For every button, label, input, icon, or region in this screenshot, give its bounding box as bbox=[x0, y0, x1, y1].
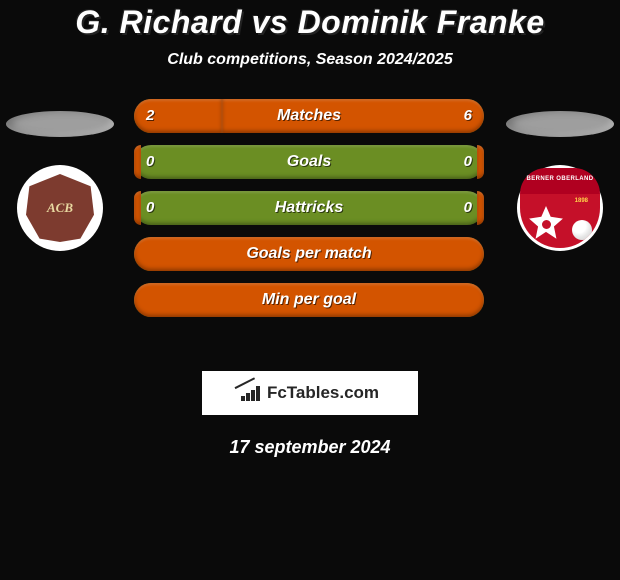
right-player-icon bbox=[506, 111, 614, 137]
stat-rows: 2 6 Matches 0 0 Goals 0 0 Hattricks Goals per mat… bbox=[134, 99, 484, 329]
row-value-left: 0 bbox=[146, 191, 154, 225]
right-column: BERNER OBERLAND 1898 bbox=[500, 99, 620, 319]
stat-row-hattricks: 0 0 Hattricks bbox=[134, 191, 484, 225]
right-badge-circle: BERNER OBERLAND 1898 bbox=[517, 165, 603, 251]
row-label: Matches bbox=[277, 107, 341, 125]
right-badge-toptext: BERNER OBERLAND bbox=[520, 168, 600, 194]
row-value-right: 6 bbox=[464, 99, 472, 133]
left-badge-circle: ACB bbox=[17, 165, 103, 251]
logo-text: FcTables.com bbox=[267, 383, 379, 403]
row-label: Hattricks bbox=[275, 199, 343, 217]
right-badge-body: 1898 bbox=[520, 194, 600, 248]
stat-row-goals: 0 0 Goals bbox=[134, 145, 484, 179]
left-player-icon bbox=[6, 111, 114, 137]
content-area: ACB BERNER OBERLAND 1898 2 6 Matches 0 0 Goal… bbox=[0, 99, 620, 359]
right-team-badge: BERNER OBERLAND 1898 bbox=[510, 165, 610, 255]
row-value-left: 2 bbox=[146, 99, 154, 133]
row-label: Goals bbox=[287, 153, 331, 171]
row-fill-left bbox=[134, 191, 141, 225]
row-value-left: 0 bbox=[146, 145, 154, 179]
subtitle: Club competitions, Season 2024/2025 bbox=[0, 51, 620, 69]
stat-row-matches: 2 6 Matches bbox=[134, 99, 484, 133]
row-label: Min per goal bbox=[262, 291, 356, 309]
ball-icon bbox=[572, 220, 592, 240]
row-fill-right bbox=[477, 145, 484, 179]
row-fill-right bbox=[477, 191, 484, 225]
row-value-right: 0 bbox=[464, 145, 472, 179]
page-title: G. Richard vs Dominik Franke bbox=[0, 4, 620, 41]
row-value-right: 0 bbox=[464, 191, 472, 225]
left-team-badge: ACB bbox=[10, 165, 110, 255]
stat-row-min-per-goal: Min per goal bbox=[134, 283, 484, 317]
infographic-card: G. Richard vs Dominik Franke Club compet… bbox=[0, 0, 620, 580]
row-fill-right bbox=[222, 99, 485, 133]
star-icon bbox=[528, 206, 564, 242]
left-column: ACB bbox=[0, 99, 120, 319]
stat-row-goals-per-match: Goals per match bbox=[134, 237, 484, 271]
chart-icon bbox=[241, 385, 263, 401]
right-badge-year: 1898 bbox=[575, 198, 588, 204]
date-text: 17 september 2024 bbox=[0, 437, 620, 458]
row-label: Goals per match bbox=[246, 245, 371, 263]
row-fill-left bbox=[134, 145, 141, 179]
fctables-logo[interactable]: FcTables.com bbox=[202, 371, 418, 415]
left-badge-initials: ACB bbox=[26, 174, 94, 242]
